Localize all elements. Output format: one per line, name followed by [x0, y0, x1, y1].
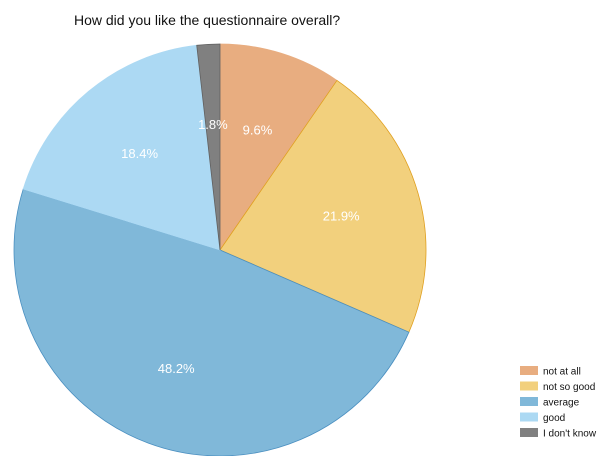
legend-label-not-at-all: not at all: [543, 367, 581, 378]
slice-label-good: 18.4%: [121, 146, 158, 161]
pie-slice-i-don-t-know: [196, 43, 221, 251]
legend: not at all not so good average good I don't …: [520, 366, 597, 440]
slice-label-average: 48.2%: [158, 361, 195, 376]
pie-slice-labels: 9.6% 21.9% 48.2% 18.4% 1.8%: [121, 117, 360, 376]
slice-label-not-at-all: 9.6%: [243, 123, 273, 138]
pie-slice-not-so-good: [219, 79, 427, 333]
legend-swatch-good: [520, 412, 538, 422]
pie-slice-average: [13, 188, 410, 456]
chart-title: How did you like the questionnaire overa…: [74, 12, 340, 28]
legend-swatch-average: [520, 397, 538, 406]
slice-label-not-so-good: 21.9%: [323, 208, 360, 223]
legend-swatch-not-at-all: [520, 366, 538, 375]
pie-slice-good: [22, 44, 221, 251]
slice-label-i-don-t-know: 1.8%: [198, 117, 228, 132]
legend-label-not-so-good: not so good: [543, 382, 595, 393]
legend-swatch-i-don-t-know: [520, 428, 538, 437]
legend-label-good: good: [543, 413, 565, 424]
legend-label-average: average: [543, 398, 580, 409]
legend-label-i-don-t-know: I don't know: [543, 429, 597, 440]
pie-slices: [13, 43, 427, 456]
pie-slice-not-at-all: [219, 43, 338, 252]
legend-swatch-not-so-good: [520, 381, 538, 391]
